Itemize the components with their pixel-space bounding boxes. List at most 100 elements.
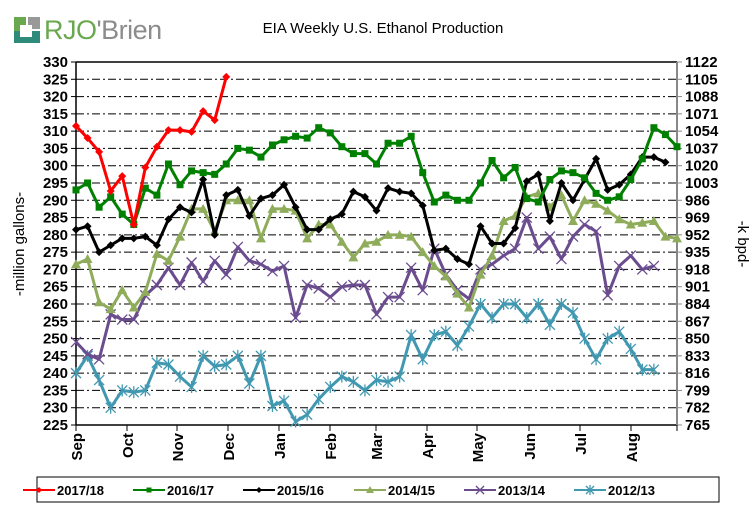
- chart-title: EIA Weekly U.S. Ethanol Production: [262, 20, 504, 37]
- point-2014-15: [637, 217, 648, 227]
- point-2012-13: [105, 401, 117, 414]
- point-2014-15: [302, 233, 313, 243]
- point-2016-17: [84, 179, 92, 187]
- point-2012-13: [486, 311, 498, 324]
- y2-tick-label: 1003: [685, 175, 718, 192]
- point-2015-16: [95, 248, 104, 257]
- point-2016-17: [661, 131, 669, 139]
- point-2015-16: [245, 211, 254, 220]
- point-2012-13: [220, 358, 232, 371]
- point-2014-15: [279, 203, 290, 213]
- point-2012-13: [163, 358, 174, 371]
- y2-tick-label: 901: [685, 279, 710, 296]
- point-2012-13: [648, 363, 660, 376]
- point-2016-17: [315, 124, 323, 132]
- point-2015-16: [430, 246, 439, 255]
- point-2016-17: [465, 196, 473, 204]
- point-2016-17: [326, 129, 334, 137]
- point-2016-17: [349, 150, 357, 158]
- legend-item-2017-18: 2017/18: [23, 483, 104, 498]
- point-2013-14: [174, 279, 186, 291]
- point-2015-16: [522, 177, 531, 186]
- point-2015-16: [280, 180, 289, 189]
- point-2014-15: [602, 205, 613, 215]
- point-2014-15: [429, 260, 440, 270]
- point-2016-17: [396, 139, 404, 147]
- point-2013-14: [70, 336, 82, 348]
- x-tick-label: Apr: [420, 433, 437, 459]
- point-2017-18: [187, 127, 196, 136]
- x-tick-label: May: [470, 432, 487, 462]
- point-2015-16: [72, 225, 80, 234]
- point-2013-14: [371, 308, 382, 320]
- point-2016-17: [557, 167, 565, 175]
- point-2012-13: [290, 415, 302, 428]
- y-tick-label: 270: [43, 261, 68, 278]
- point-2016-17: [176, 181, 184, 189]
- point-2012-13: [359, 384, 371, 397]
- point-2013-14: [232, 241, 244, 253]
- point-2015-16: [326, 215, 335, 224]
- point-2012-13: [255, 349, 267, 362]
- point-2012-13: [555, 298, 567, 310]
- point-2016-17: [569, 169, 577, 177]
- y-tick-label: 235: [43, 382, 68, 399]
- y-tick-label: 230: [43, 400, 68, 417]
- point-2014-15: [672, 233, 682, 243]
- point-2014-15: [163, 255, 174, 265]
- point-2016-17: [534, 198, 542, 206]
- point-2016-17: [546, 176, 554, 184]
- line-2017-18: [74, 76, 228, 226]
- point-2012-13: [313, 393, 325, 406]
- point-2015-16: [152, 241, 161, 250]
- y2-tick-label: 986: [685, 192, 710, 209]
- point-2016-17: [604, 196, 612, 204]
- point-2013-14: [590, 225, 602, 237]
- point-2016-17: [268, 141, 276, 149]
- point-2013-14: [359, 279, 371, 291]
- point-2015-16: [291, 203, 300, 212]
- y-tick-label: 300: [43, 158, 68, 175]
- point-2013-14: [498, 250, 510, 262]
- y-tick-label: 310: [43, 123, 68, 140]
- y-tick-label: 275: [43, 244, 68, 261]
- logo-text-rjo: RJO: [44, 14, 97, 45]
- y2-tick-label: 952: [685, 227, 710, 244]
- point-2016-17: [638, 155, 646, 163]
- point-2014-15: [660, 231, 671, 241]
- point-2016-17: [373, 160, 380, 168]
- point-2016-17: [488, 157, 496, 165]
- y2-tick-label: 1054: [685, 123, 719, 140]
- point-2017-18: [95, 147, 104, 156]
- legend-marker-icon: [256, 487, 262, 493]
- legend-item-2014-15: 2014/15: [354, 483, 435, 498]
- y-tick-label: 330: [43, 54, 68, 71]
- point-2015-16: [592, 154, 601, 163]
- point-2016-17: [627, 176, 635, 184]
- point-2015-16: [488, 239, 497, 248]
- y2-tick-label: 816: [685, 365, 710, 382]
- point-2012-13: [475, 298, 486, 310]
- point-2013-14: [509, 243, 521, 255]
- point-2016-17: [361, 150, 369, 158]
- point-2014-15: [625, 219, 636, 229]
- y2-tick-label: 1088: [685, 89, 718, 106]
- point-2016-17: [164, 160, 172, 168]
- y-tick-label: 325: [43, 71, 68, 88]
- point-2014-15: [452, 288, 463, 298]
- point-2016-17: [338, 143, 346, 151]
- point-2014-15: [82, 254, 93, 264]
- y2-tick-label: 833: [685, 348, 710, 365]
- point-2013-14: [347, 279, 359, 291]
- point-2012-13: [336, 370, 348, 383]
- point-2012-13: [301, 408, 313, 421]
- point-2012-13: [463, 320, 475, 333]
- point-2013-14: [579, 219, 590, 230]
- point-2016-17: [453, 196, 461, 204]
- x-axis-ticks: Sep Oct Nov Dec Jan Feb Mar Apr May Jun Jul Aug: [69, 425, 678, 462]
- legend-label: 2015/16: [277, 483, 324, 498]
- point-2012-13: [197, 349, 209, 362]
- point-2013-14: [82, 348, 94, 360]
- point-2013-14: [243, 255, 255, 267]
